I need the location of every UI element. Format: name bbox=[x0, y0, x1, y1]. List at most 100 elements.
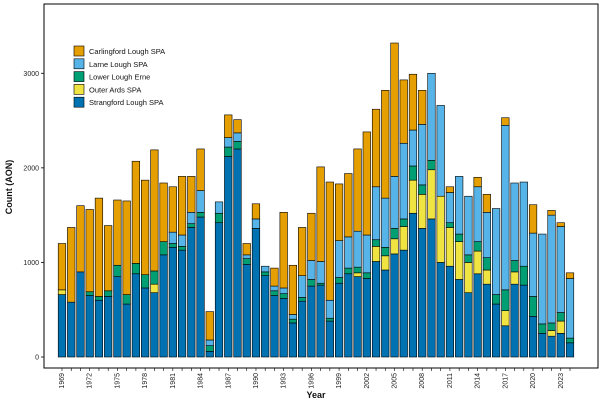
bar-1979-s4 bbox=[150, 149, 159, 272]
bar-1983-s0 bbox=[187, 227, 196, 358]
y-axis-title: Count (AON) bbox=[4, 160, 14, 214]
bar-1969-s1 bbox=[57, 289, 67, 295]
bar-2011-s4 bbox=[445, 186, 455, 193]
bar-2019-s0 bbox=[519, 284, 528, 358]
bar-1991-s0 bbox=[261, 275, 270, 358]
legend-label: Larne Lough SPA bbox=[89, 60, 148, 69]
legend-label: Strangford Lough SPA bbox=[89, 98, 164, 107]
bar-2002-s2 bbox=[362, 272, 371, 279]
bar-2012-s2 bbox=[455, 233, 464, 242]
x-tick-label: 2014 bbox=[475, 373, 482, 389]
bar-1976-s0 bbox=[122, 303, 131, 358]
bar-2020-s4 bbox=[528, 204, 538, 234]
bar-2020-s0 bbox=[528, 316, 538, 358]
bar-1995-s0 bbox=[298, 300, 307, 358]
bar-1969-s4 bbox=[57, 243, 67, 291]
bar-2021-s3 bbox=[538, 233, 547, 325]
bar-2017-s4 bbox=[501, 117, 510, 126]
bar-1993-s4 bbox=[279, 212, 288, 289]
bar-2008-s4 bbox=[418, 90, 427, 125]
bar-1983-s2 bbox=[187, 223, 196, 228]
bar-1997-s4 bbox=[316, 166, 325, 262]
bar-2005-s2 bbox=[390, 228, 399, 240]
bar-2021-s2 bbox=[538, 323, 547, 334]
bar-1969-s0 bbox=[57, 294, 67, 358]
y-axis: 0 1000 2000 3000 bbox=[23, 71, 44, 362]
bar-2020-s3 bbox=[528, 232, 538, 297]
bar-2003-s3 bbox=[371, 186, 381, 241]
bar-1976-s2 bbox=[122, 294, 131, 305]
bar-1976-s4 bbox=[122, 200, 131, 295]
bar-1986-s0 bbox=[214, 222, 224, 358]
bar-2006-s2 bbox=[399, 218, 408, 227]
bar-1992-s0 bbox=[270, 295, 279, 358]
bar-2003-s1 bbox=[371, 246, 381, 262]
bar-1979-s2 bbox=[150, 270, 159, 285]
bar-1979-s1 bbox=[150, 283, 159, 293]
bar-1984-s0 bbox=[196, 216, 205, 358]
bar-2015-s0 bbox=[482, 283, 491, 358]
bar-1999-s4 bbox=[334, 183, 344, 241]
x-tick-label: 2017 bbox=[502, 373, 509, 389]
bar-2011-s1 bbox=[445, 227, 455, 267]
bar-2023-s1 bbox=[556, 320, 565, 334]
x-tick-label: 1969 bbox=[59, 373, 66, 389]
bar-1978-s2 bbox=[141, 274, 150, 289]
bar-1993-s0 bbox=[279, 298, 288, 358]
x-tick-label: 1984 bbox=[198, 373, 205, 389]
x-tick-label: 2005 bbox=[392, 373, 399, 389]
bar-2008-s3 bbox=[418, 124, 427, 186]
bar-2013-s0 bbox=[464, 292, 473, 358]
bar-1990-s0 bbox=[251, 228, 261, 358]
bar-2019-s3 bbox=[519, 181, 528, 267]
bar-1984-s3 bbox=[196, 190, 205, 213]
x-axis: 1969 1972 1975 1978 1981 1984 1987 1990 1993 1996… bbox=[59, 368, 571, 389]
bars-layer bbox=[57, 42, 575, 358]
bar-1982-s2 bbox=[177, 246, 187, 251]
bar-1989-s0 bbox=[242, 264, 251, 358]
bar-1980-s0 bbox=[159, 254, 168, 358]
bar-2015-s4 bbox=[482, 194, 491, 213]
x-tick-label: 1993 bbox=[281, 373, 288, 389]
bar-2017-s2 bbox=[501, 289, 510, 311]
bar-2016-s2 bbox=[492, 294, 501, 305]
y-tick-label: 2000 bbox=[23, 165, 39, 172]
bar-1990-s3 bbox=[251, 218, 261, 229]
bar-1985-s2 bbox=[205, 345, 214, 352]
bar-2003-s2 bbox=[371, 239, 381, 247]
x-axis-title: Year bbox=[306, 390, 326, 400]
bar-1975-s0 bbox=[113, 276, 122, 358]
bar-1988-s4 bbox=[233, 119, 242, 134]
bar-2023-s0 bbox=[556, 333, 565, 358]
bar-2010-s3 bbox=[436, 105, 445, 197]
bar-1972-s2 bbox=[85, 291, 94, 296]
bar-2006-s3 bbox=[399, 142, 408, 220]
legend-swatch bbox=[73, 71, 85, 82]
bar-2006-s0 bbox=[399, 249, 408, 358]
y-tick-label: 1000 bbox=[23, 260, 39, 267]
bar-2003-s4 bbox=[371, 108, 381, 188]
x-tick-label: 1975 bbox=[114, 373, 121, 389]
bar-2024-s4 bbox=[565, 272, 575, 279]
bar-2014-s2 bbox=[473, 241, 482, 252]
bar-2023-s2 bbox=[556, 312, 565, 322]
bar-1974-s4 bbox=[104, 225, 113, 292]
x-tick-label: 1990 bbox=[253, 373, 260, 389]
bar-1977-s4 bbox=[131, 160, 140, 264]
bar-2013-s2 bbox=[464, 254, 473, 263]
bar-1988-s2 bbox=[233, 141, 242, 150]
bar-1982-s0 bbox=[177, 249, 187, 358]
bar-1991-s2 bbox=[261, 271, 270, 276]
bar-1984-s2 bbox=[196, 212, 205, 218]
x-tick-label: 1978 bbox=[142, 373, 149, 389]
bar-1989-s2 bbox=[242, 258, 251, 265]
bar-2012-s3 bbox=[455, 176, 464, 235]
bar-2002-s0 bbox=[362, 278, 371, 358]
legend-label: Carlingford Lough SPA bbox=[89, 47, 165, 56]
bar-2016-s3 bbox=[492, 208, 501, 295]
bar-2009-s0 bbox=[427, 218, 436, 358]
bar-1977-s2 bbox=[131, 263, 140, 275]
bar-2010-s1 bbox=[436, 195, 445, 263]
bar-2005-s4 bbox=[390, 42, 399, 177]
